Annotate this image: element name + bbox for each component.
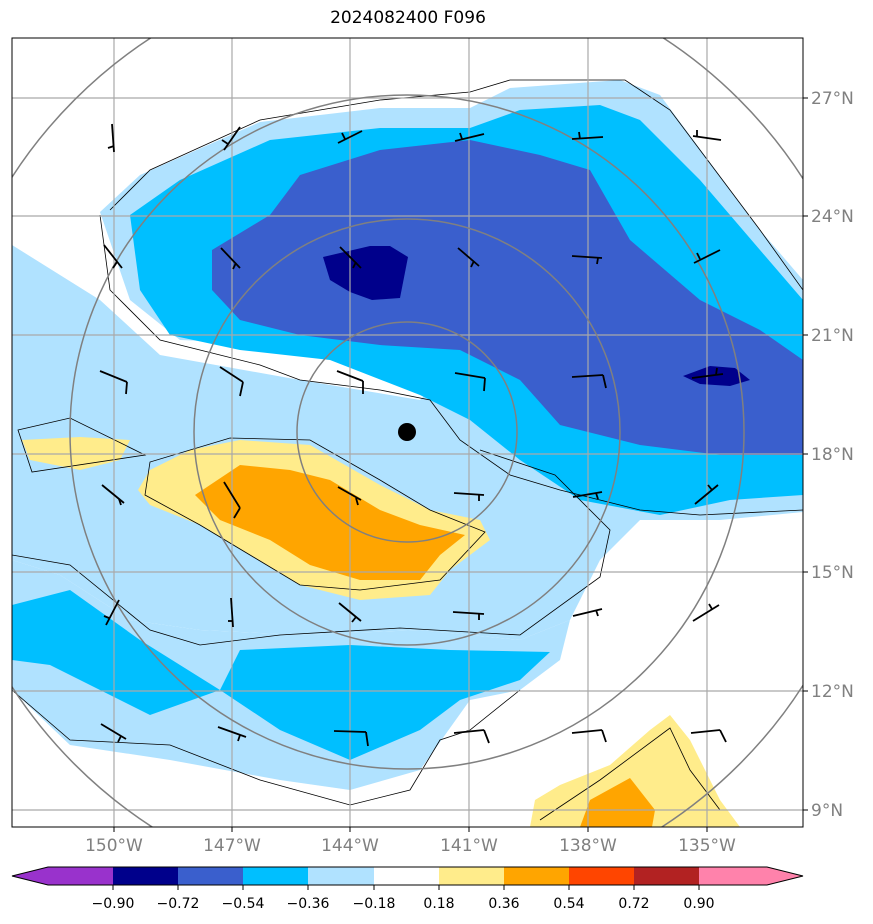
colorbar-min-extension: [12, 867, 48, 885]
wind-barb: [220, 247, 241, 270]
lon-label: 138°W: [559, 836, 617, 856]
wind-barb: [690, 729, 727, 743]
wind-barb: [103, 244, 123, 269]
lat-label: 9°N: [811, 801, 843, 821]
colorbar-tick-label: −0.90: [92, 896, 135, 912]
wind-barb: [100, 723, 127, 743]
colorbar-tick-label: −0.18: [353, 896, 396, 912]
colorbar-segment: [699, 867, 767, 885]
longitude-labels: 150°W 147°W 144°W 141°W 138°W 135°W: [85, 836, 736, 856]
lat-label: 12°N: [811, 682, 854, 702]
lat-label: 18°N: [811, 445, 854, 465]
colorbar-segment: [48, 867, 114, 885]
wind-barb: [453, 729, 490, 744]
contour-orange: [195, 465, 655, 827]
colorbar-segment: [634, 867, 700, 885]
colorbar-tick-label: 0.90: [683, 896, 714, 912]
wind-barb: [333, 730, 369, 747]
wind-barb: [571, 374, 607, 389]
colorbar-tick-label: −0.54: [222, 896, 265, 912]
wind-barb: [228, 597, 234, 628]
colorbar-tick-label: −0.36: [287, 896, 330, 912]
map-content: [12, 38, 803, 827]
wind-barb: [454, 132, 485, 142]
wind-barbs: [99, 123, 727, 747]
graticule: [12, 38, 803, 827]
colorbar-outline: [11, 866, 804, 886]
wind-barb: [336, 370, 364, 394]
lat-label: 15°N: [811, 563, 854, 583]
wind-barb: [338, 602, 362, 623]
colorbar-segment: [439, 867, 505, 885]
wind-barb: [217, 726, 247, 742]
wind-barb: [692, 603, 720, 622]
latitude-labels: 27°N 24°N 21°N 18°N 15°N 12°N 9°N: [811, 89, 854, 821]
colorbar-max-extension: [767, 867, 803, 885]
lon-label: 144°W: [321, 836, 379, 856]
wind-barb: [339, 246, 362, 269]
wind-barb: [221, 126, 241, 151]
colorbar-tick-label: 0.54: [553, 896, 584, 912]
colorbar-tick-label: −0.72: [157, 896, 200, 912]
colorbar-segment: [374, 867, 440, 885]
wind-barb: [223, 481, 241, 519]
colorbar-tick-label: 0.72: [618, 896, 649, 912]
wind-barb: [693, 249, 721, 264]
wind-barb: [337, 486, 362, 506]
colorbar-tick-label: 0.18: [423, 896, 454, 912]
colorbar-tick-label: 0.36: [488, 896, 519, 912]
wind-barb: [571, 729, 607, 743]
contour-navy: [323, 246, 750, 386]
wind-barb: [571, 255, 603, 265]
colorbar-segment: [569, 867, 635, 885]
colorbar-segment: [113, 867, 179, 885]
range-rings: [12, 38, 803, 827]
wind-barb: [103, 599, 120, 626]
lon-label: 141°W: [440, 836, 498, 856]
wind-barb: [99, 370, 128, 395]
lon-label: 147°W: [203, 836, 261, 856]
wind-barb: [452, 611, 485, 620]
wind-barb: [572, 491, 603, 500]
map-title: 2024082400 F096: [330, 8, 486, 28]
wind-barb: [219, 366, 244, 397]
wind-barb: [571, 131, 604, 140]
lat-label: 27°N: [811, 89, 854, 109]
wind-barb: [691, 367, 724, 379]
wind-barb: [101, 484, 125, 506]
lon-label: 135°W: [678, 836, 736, 856]
wind-barb: [572, 608, 603, 617]
wind-barb: [107, 123, 115, 153]
wind-barb: [337, 130, 363, 144]
colorbar-segment: [243, 867, 309, 885]
storm-center-marker: [398, 423, 416, 441]
colorbar-segment: [178, 867, 244, 885]
lat-label: 21°N: [811, 326, 854, 346]
lon-label: 150°W: [85, 836, 143, 856]
map-frame: [11, 37, 804, 828]
wind-barb: [453, 492, 485, 501]
contour-royal-blue: [212, 140, 803, 455]
wind-barb: [694, 484, 719, 505]
lat-label: 24°N: [811, 207, 854, 227]
outline-contours: [12, 79, 803, 821]
colorbar: −0.90 −0.72 −0.54 −0.36 −0.18 0.18 0.36 …: [11, 866, 804, 912]
wind-barb: [692, 130, 722, 141]
tick-marks: [113, 97, 808, 832]
wind-barb: [454, 372, 486, 392]
colorbar-segment: [504, 867, 570, 885]
wind-barb: [457, 247, 480, 268]
colorbar-segment: [308, 867, 375, 885]
